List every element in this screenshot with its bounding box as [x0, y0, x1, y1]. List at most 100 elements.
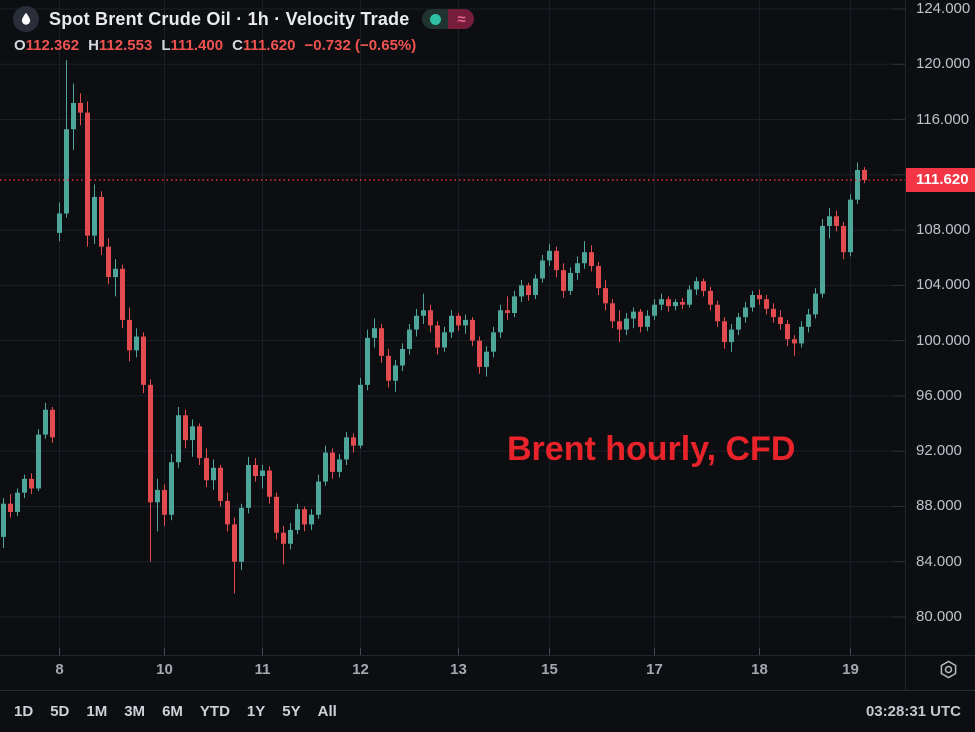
candle [456, 313, 461, 331]
candle [631, 307, 636, 329]
candle [470, 317, 475, 347]
candle-body [463, 319, 468, 326]
candle [820, 219, 825, 298]
candle-body [134, 336, 139, 351]
time-axis-label: 15 [541, 661, 558, 678]
candle [169, 453, 174, 521]
range-button-1y[interactable]: 1Y [246, 703, 266, 720]
candle-body [183, 415, 188, 441]
candle-body [498, 310, 503, 333]
candle-body [512, 296, 517, 313]
candle-body [785, 324, 790, 340]
candle [743, 301, 748, 323]
candle-body [722, 321, 727, 343]
candle [309, 509, 314, 530]
range-button-5y[interactable]: 5Y [282, 703, 301, 720]
candle [22, 474, 27, 499]
price-axis-label: 80.000 [916, 608, 962, 625]
candle [225, 492, 230, 532]
candle-body [827, 216, 832, 226]
candle [512, 290, 517, 318]
candle [155, 478, 160, 532]
time-axis-label: 18 [751, 661, 768, 678]
chart-annotation-text[interactable]: Brent hourly, CFD [507, 430, 796, 468]
candle-body [617, 321, 622, 330]
candle [183, 409, 188, 449]
price-axis-label: 120.000 [916, 55, 971, 73]
ohlc-letter: O [14, 37, 26, 54]
range-button-1m[interactable]: 1M [86, 703, 108, 720]
price-axis-label: 96.000 [916, 386, 962, 404]
candle-body [386, 355, 391, 381]
candle [750, 290, 755, 312]
candle [190, 419, 195, 457]
candle-body [15, 492, 20, 512]
candle-body [120, 268, 125, 320]
range-button-ytd[interactable]: YTD [199, 703, 230, 720]
time-axis[interactable]: 8 10 11 12 13 15 17 18 19 [0, 656, 905, 689]
ohlc-value: 111.620 [242, 37, 296, 54]
range-button-3m[interactable]: 3M [124, 703, 146, 720]
range-button-all[interactable]: All [317, 703, 337, 720]
candle [505, 296, 510, 320]
candle [638, 308, 643, 333]
candle-body [484, 351, 489, 367]
candle [491, 326, 496, 358]
candle [652, 299, 657, 320]
candle [85, 101, 90, 247]
candle-body [771, 308, 776, 318]
price-axis[interactable]: 124.000 120.000 116.000 108.000 104.000 100.0… [906, 0, 975, 655]
candle-body [603, 288, 608, 304]
candle [337, 453, 342, 478]
candle-body [1, 503, 6, 537]
candle-body [666, 299, 671, 307]
candle [834, 210, 839, 232]
candle [253, 458, 258, 482]
candle [526, 282, 531, 301]
candle [554, 246, 559, 278]
candle-body [638, 311, 643, 327]
candle [120, 264, 125, 329]
candle [673, 299, 678, 311]
candle [694, 277, 699, 296]
price-axis-label: 88.000 [916, 497, 962, 515]
candle-body [316, 481, 321, 515]
candle [8, 494, 13, 518]
candle [246, 456, 251, 514]
candle [197, 423, 202, 465]
candle [330, 448, 335, 479]
range-button-6m[interactable]: 6M [162, 703, 183, 720]
bottom-toolbar: 1D 5D 1M 3M 6M YTD 1Y 5Y All 03:28:31 UTC [0, 690, 975, 732]
candle-body [155, 489, 160, 503]
market-status-toggle[interactable]: ≈ [422, 9, 475, 29]
candle-body [92, 196, 97, 236]
candle-body [610, 303, 615, 322]
candle-body [442, 332, 447, 348]
settings-gear-icon[interactable] [938, 659, 959, 680]
symbol-title: Spot Brent Crude Oil · 1h · Velocity Tra… [49, 8, 410, 29]
range-button-5d[interactable]: 5D [50, 703, 70, 720]
candle [344, 431, 349, 465]
candle-body [407, 329, 412, 349]
candle-body [841, 225, 846, 253]
candle-body [232, 524, 237, 562]
candle-body [421, 310, 426, 316]
candle-body [365, 337, 370, 385]
clock-timezone[interactable]: 03:28:31 UTC [865, 703, 961, 720]
candle-body [372, 328, 377, 338]
candle [827, 207, 832, 239]
candle-body [400, 348, 405, 366]
time-axis-label: 11 [254, 661, 271, 678]
candle-body [792, 339, 797, 344]
candle [106, 238, 111, 284]
candle-body [736, 317, 741, 330]
candle-body [141, 336, 146, 385]
range-button-1d[interactable]: 1D [14, 703, 34, 720]
candle [687, 285, 692, 308]
candle [274, 492, 279, 540]
candlestick-chart-canvas[interactable] [0, 0, 975, 690]
candle-body [337, 459, 342, 472]
candle-body [127, 319, 132, 351]
candle-body [561, 270, 566, 291]
